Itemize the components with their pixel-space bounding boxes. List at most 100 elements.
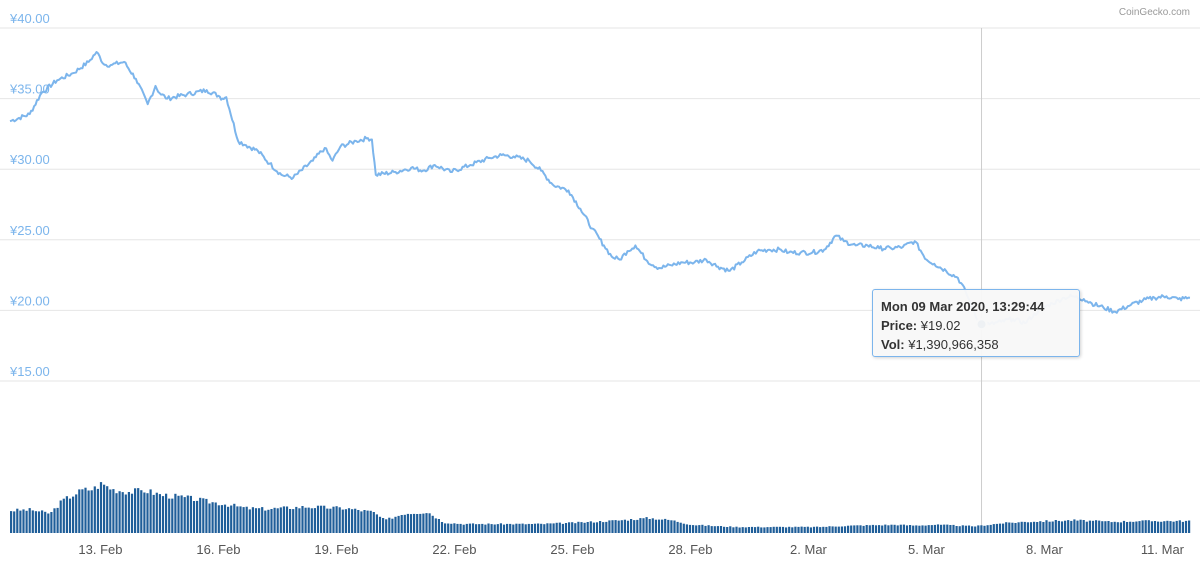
volume-bar — [778, 526, 781, 533]
volume-bar — [347, 508, 351, 533]
volume-bar — [890, 524, 893, 533]
volume-bar — [1091, 520, 1095, 533]
volume-bar — [344, 509, 347, 533]
volume-bar — [943, 524, 946, 533]
volume-bar — [831, 526, 834, 533]
volume-bar — [688, 524, 692, 533]
volume-bar — [183, 497, 186, 533]
volume-bar — [28, 508, 31, 533]
volume-bar — [896, 525, 899, 533]
volume-bar — [527, 523, 530, 533]
x-tick-label: 2. Mar — [790, 542, 828, 557]
volume-bar — [84, 487, 87, 533]
volume-bar — [555, 522, 558, 533]
volume-bar — [998, 523, 1002, 533]
volume-bar — [372, 512, 375, 533]
volume-bar — [902, 524, 905, 533]
volume-bar — [828, 526, 831, 533]
volume-bar — [651, 518, 654, 533]
volume-bar — [654, 519, 657, 533]
volume-bar — [1005, 522, 1008, 533]
volume-bar — [515, 523, 518, 533]
volume-bar — [1029, 522, 1033, 533]
volume-bar — [967, 525, 971, 533]
volume-bar — [1048, 521, 1051, 533]
volume-bar — [236, 506, 239, 533]
volume-bar — [992, 524, 995, 533]
volume-bar — [53, 508, 56, 533]
volume-bar — [661, 519, 664, 533]
volume-bar — [264, 510, 267, 533]
volume-bars — [10, 482, 1191, 533]
volume-bar — [577, 521, 580, 533]
volume-bar — [940, 524, 943, 533]
volume-bar — [409, 514, 413, 533]
volume-bar — [639, 518, 642, 533]
volume-bar — [78, 489, 81, 533]
volume-bar — [549, 523, 552, 533]
volume-bar — [233, 503, 236, 533]
tooltip-volume: Vol: ¥1,390,966,358 — [881, 337, 999, 352]
volume-bar — [1113, 521, 1116, 533]
volume-bar — [304, 507, 307, 533]
volume-bar — [630, 519, 633, 533]
volume-bar — [673, 520, 676, 533]
volume-bar — [974, 526, 977, 533]
volume-bar — [261, 507, 264, 533]
volume-bar — [447, 523, 450, 533]
volume-bar — [1116, 522, 1119, 533]
volume-bar — [856, 525, 859, 533]
volume-bar — [134, 488, 137, 533]
volume-bar — [338, 507, 341, 533]
volume-bar — [289, 509, 292, 533]
volume-bar — [416, 514, 419, 533]
volume-bar — [1150, 521, 1153, 533]
volume-bar — [276, 508, 279, 533]
volume-bar — [1051, 521, 1054, 533]
volume-bar — [546, 523, 549, 533]
volume-bar — [214, 502, 217, 533]
volume-bar — [428, 513, 431, 533]
volume-bar — [313, 508, 316, 533]
volume-bar — [295, 506, 298, 533]
volume-bar — [620, 520, 623, 533]
volume-bar — [56, 507, 59, 533]
volume-bar — [351, 509, 354, 533]
y-tick-label: ¥40.00 — [9, 11, 50, 26]
volume-bar — [698, 525, 701, 533]
volume-bar — [1172, 521, 1175, 533]
volume-bar — [44, 511, 47, 533]
volume-bar — [59, 500, 62, 533]
volume-bar — [676, 521, 679, 533]
volume-bar — [633, 520, 636, 533]
volume-bar — [735, 526, 738, 533]
volume-bar — [850, 525, 853, 533]
volume-bar — [893, 524, 896, 533]
volume-bar — [456, 523, 459, 533]
volume-bar — [695, 525, 698, 533]
volume-bar — [540, 523, 543, 533]
volume-bar — [599, 521, 602, 533]
volume-bar — [692, 525, 695, 533]
volume-bar — [800, 526, 803, 533]
volume-bar — [1184, 520, 1188, 533]
volume-bar — [199, 497, 202, 533]
volume-bar — [25, 510, 28, 533]
volume-bar — [732, 527, 735, 533]
volume-bar — [1011, 522, 1014, 533]
volume-bar — [936, 524, 940, 533]
volume-bar — [744, 527, 747, 533]
volume-bar — [729, 526, 732, 533]
credit-link[interactable]: CoinGecko.com — [1119, 7, 1190, 18]
price-line-series[interactable] — [9, 51, 1191, 326]
volume-bar — [571, 522, 574, 533]
volume-bar — [868, 525, 871, 533]
volume-bar — [230, 505, 233, 533]
volume-bar — [87, 490, 90, 533]
volume-bar — [490, 524, 493, 533]
volume-bar — [31, 510, 34, 533]
volume-bar — [177, 495, 180, 533]
volume-bar — [583, 522, 586, 533]
volume-bar — [750, 526, 754, 533]
